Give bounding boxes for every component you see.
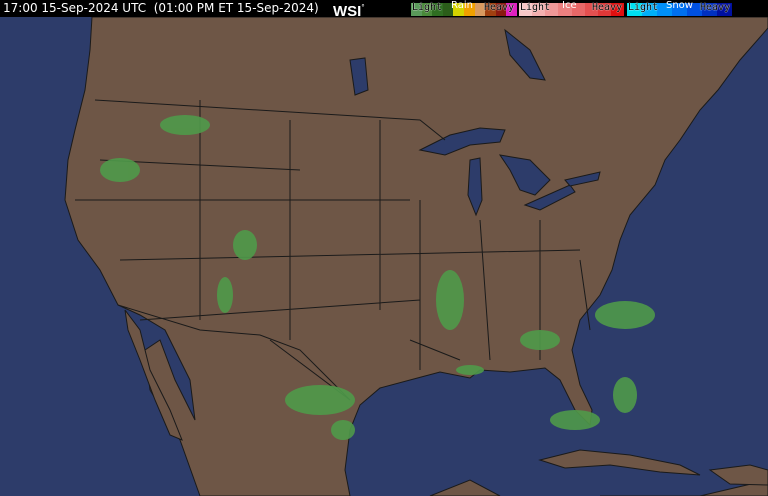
legend-rain-swatch bbox=[485, 3, 496, 16]
lake-superior bbox=[418, 127, 506, 156]
legend-snow-heavy: Heavy bbox=[700, 2, 731, 13]
legend-rain-swatch bbox=[421, 3, 433, 16]
legend-ice-heavy: Heavy bbox=[592, 2, 623, 13]
precip-cell bbox=[613, 377, 637, 413]
legend-rain-title: Rain bbox=[451, 0, 473, 11]
lake-erie bbox=[523, 184, 576, 211]
precip-cell bbox=[100, 158, 140, 182]
legend-snow-swatch bbox=[672, 3, 687, 16]
legend-rain-scale bbox=[411, 3, 517, 16]
precipitation bbox=[100, 115, 655, 440]
precip-cell bbox=[331, 420, 355, 440]
legend-ice-swatch bbox=[571, 3, 585, 16]
legend-rain-light: Light bbox=[412, 2, 443, 13]
lake-ontario bbox=[564, 171, 601, 187]
legend-snow-title: Snow bbox=[666, 0, 693, 11]
lake-winnipeg bbox=[349, 57, 369, 96]
logo-text: WSI bbox=[333, 3, 362, 20]
legend-rain-heavy: Heavy bbox=[484, 2, 515, 13]
precip-cell bbox=[233, 230, 257, 260]
legend-snow-light: Light bbox=[628, 2, 659, 13]
legend-rain-swatch bbox=[453, 3, 464, 16]
legend-rain-swatch bbox=[474, 3, 486, 16]
legend-rain-swatch bbox=[463, 3, 475, 16]
legend-snow-swatch bbox=[657, 3, 672, 16]
legend-ice-swatch bbox=[519, 3, 533, 16]
land bbox=[64, 16, 768, 496]
lakes bbox=[349, 28, 601, 217]
mexico-border bbox=[117, 304, 351, 401]
yucatan bbox=[429, 479, 501, 496]
legend-rain-swatch bbox=[411, 3, 422, 16]
legend-snow-swatch bbox=[642, 3, 657, 16]
florida-mexico-south bbox=[600, 479, 768, 496]
north-america-land bbox=[64, 16, 768, 496]
legend-ice-swatch bbox=[558, 3, 572, 16]
legend-ice-title: Ice bbox=[562, 0, 577, 11]
baja-peninsula bbox=[124, 309, 183, 441]
precip-cell bbox=[595, 301, 655, 329]
legend-ice-swatch bbox=[532, 3, 546, 16]
legend-ice-swatch bbox=[610, 3, 624, 16]
precip-cell bbox=[456, 365, 484, 375]
cuba bbox=[538, 449, 701, 476]
precip-cell bbox=[436, 270, 464, 330]
borders bbox=[75, 99, 591, 401]
legend-ice-light: Light bbox=[520, 2, 551, 13]
logo-degree: ° bbox=[361, 3, 365, 12]
hispaniola bbox=[708, 464, 768, 486]
precip-cell bbox=[217, 277, 233, 313]
precip-cell bbox=[520, 330, 560, 350]
state-lines bbox=[75, 100, 591, 401]
precip-cell bbox=[550, 410, 600, 430]
legend-ice-swatch bbox=[584, 3, 598, 16]
legend-ice-swatch bbox=[545, 3, 559, 16]
wsi-logo: WSI° bbox=[333, 0, 365, 20]
legend-snow-swatch bbox=[702, 3, 717, 16]
lake-huron bbox=[498, 154, 551, 196]
header-bar: 17:00 15-Sep-2024 UTC (01:00 PM ET 15-Se… bbox=[0, 0, 768, 20]
legend-rain-swatch bbox=[432, 3, 443, 16]
legend-snow-swatch bbox=[687, 3, 702, 16]
legend-rain-swatch bbox=[495, 3, 507, 16]
legend-ice-swatch bbox=[597, 3, 611, 16]
precip-cell bbox=[285, 385, 355, 415]
legend-snow-swatch bbox=[627, 3, 642, 16]
precip-cell bbox=[160, 115, 210, 135]
hudson-bay-inlet bbox=[504, 28, 546, 81]
legend-rain-swatch bbox=[506, 3, 517, 16]
legend-ice-scale bbox=[519, 3, 624, 16]
legend-snow-scale bbox=[627, 3, 732, 16]
timestamp: 17:00 15-Sep-2024 UTC (01:00 PM ET 15-Se… bbox=[3, 1, 319, 15]
lake-michigan bbox=[467, 157, 483, 217]
legend-snow-swatch bbox=[717, 3, 732, 16]
canada-border bbox=[94, 99, 446, 141]
legend-rain-swatch bbox=[442, 3, 454, 16]
